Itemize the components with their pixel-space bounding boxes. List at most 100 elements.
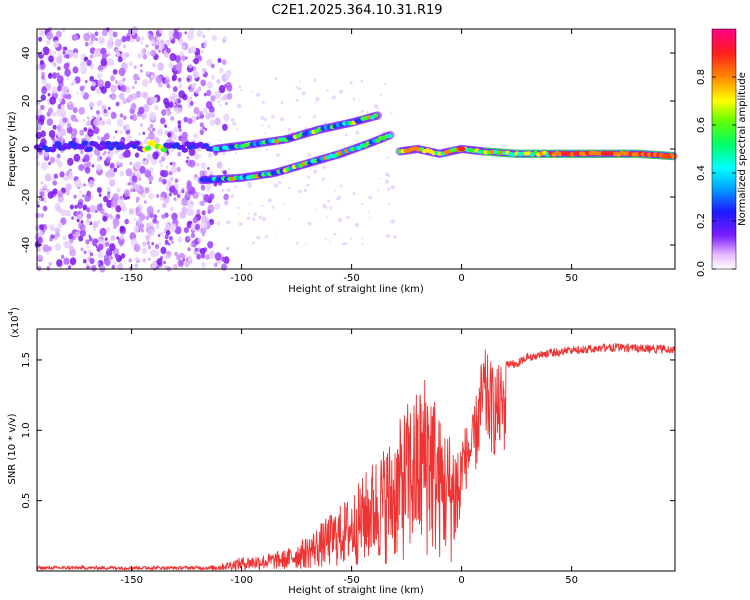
noise-speckle bbox=[67, 265, 72, 270]
noise-speckle bbox=[283, 203, 285, 206]
noise-speckle bbox=[124, 52, 130, 58]
noise-speckle bbox=[246, 181, 252, 186]
noise-speckle bbox=[170, 206, 175, 212]
noise-speckle bbox=[384, 179, 390, 184]
noise-speckle bbox=[51, 86, 58, 94]
noise-speckle bbox=[104, 150, 107, 154]
noise-speckle bbox=[187, 77, 190, 82]
noise-speckle bbox=[159, 152, 162, 156]
colorbar-tick-label: 0.6 bbox=[696, 117, 707, 133]
noise-speckle bbox=[164, 78, 170, 85]
carrier-peak bbox=[457, 146, 466, 152]
noise-speckle bbox=[120, 84, 127, 93]
noise-speckle bbox=[151, 38, 156, 45]
noise-speckle bbox=[226, 188, 231, 193]
noise-speckle bbox=[203, 92, 207, 97]
noise-speckle bbox=[139, 225, 143, 231]
noise-speckle bbox=[261, 204, 264, 207]
noise-speckle bbox=[360, 79, 364, 83]
noise-speckle bbox=[75, 119, 79, 123]
noise-speckle bbox=[127, 94, 134, 102]
colorbar-gradient bbox=[711, 28, 737, 270]
noise-speckle bbox=[187, 199, 194, 209]
noise-speckle bbox=[66, 126, 73, 134]
noise-speckle bbox=[56, 56, 63, 64]
noise-speckle bbox=[313, 78, 317, 82]
noise-speckle bbox=[168, 255, 171, 259]
noise-speckle bbox=[66, 76, 69, 80]
noise-speckle bbox=[201, 261, 206, 268]
snr-multiplier-base: (x10 bbox=[10, 315, 21, 338]
noise-speckle bbox=[196, 209, 201, 215]
noise-speckle bbox=[206, 89, 212, 97]
noise-speckle bbox=[199, 111, 203, 116]
noise-speckle bbox=[61, 27, 66, 33]
noise-speckle bbox=[87, 128, 94, 137]
noise-speckle bbox=[216, 161, 223, 169]
noise-speckle bbox=[141, 115, 146, 120]
noise-speckle bbox=[164, 194, 167, 199]
noise-speckle bbox=[119, 170, 125, 177]
noise-speckle bbox=[173, 126, 179, 133]
noise-speckle bbox=[93, 48, 101, 58]
noise-speckle bbox=[97, 248, 101, 252]
noise-speckle bbox=[110, 75, 115, 82]
noise-speckle bbox=[61, 126, 64, 130]
noise-speckle bbox=[178, 191, 182, 195]
noise-speckle bbox=[83, 127, 88, 132]
noise-speckle bbox=[52, 124, 57, 130]
noise-speckle bbox=[66, 101, 74, 111]
noise-speckle bbox=[91, 264, 97, 272]
noise-speckle bbox=[138, 132, 142, 136]
noise-speckle bbox=[116, 102, 119, 106]
noise-speckle bbox=[154, 35, 158, 39]
noise-speckle bbox=[83, 259, 87, 264]
noise-speckle bbox=[69, 257, 77, 266]
noise-speckle bbox=[145, 234, 150, 241]
noise-speckle bbox=[184, 31, 187, 35]
noise-speckle bbox=[79, 129, 85, 136]
noise-speckle bbox=[116, 187, 121, 193]
noise-speckle bbox=[107, 52, 111, 57]
noise-speckle bbox=[196, 29, 203, 38]
noise-speckle bbox=[214, 117, 221, 126]
x-tick-label: -150 bbox=[120, 273, 143, 284]
noise-speckle bbox=[80, 66, 87, 75]
noise-speckle bbox=[47, 73, 53, 79]
snr-frame bbox=[36, 328, 676, 572]
noise-speckle bbox=[164, 101, 170, 109]
noise-speckle bbox=[57, 190, 64, 198]
noise-speckle bbox=[46, 266, 50, 271]
noise-speckle bbox=[137, 52, 143, 59]
noise-speckle bbox=[109, 170, 116, 178]
noise-speckle bbox=[187, 118, 193, 125]
snr-y-label: SNR (10 * v/v) bbox=[7, 413, 18, 484]
noise-speckle bbox=[72, 79, 76, 85]
noise-speckle bbox=[34, 224, 41, 232]
noise-speckle bbox=[88, 179, 95, 188]
noise-speckle bbox=[97, 72, 103, 79]
noise-speckle bbox=[263, 132, 266, 135]
noise-speckle bbox=[214, 252, 222, 261]
noise-speckle bbox=[206, 188, 210, 192]
noise-speckle bbox=[63, 63, 70, 70]
noise-speckle bbox=[188, 159, 196, 168]
noise-speckle bbox=[49, 156, 56, 164]
noise-speckle bbox=[63, 54, 66, 58]
noise-speckle bbox=[146, 71, 150, 76]
noise-speckle bbox=[77, 210, 81, 214]
noise-speckle bbox=[156, 258, 163, 266]
noise-speckle bbox=[342, 242, 345, 246]
noise-speckle bbox=[85, 80, 88, 84]
colorbar: 0.0 0.2 0.4 0.6 0.8 Normalized spectral ampl… bbox=[696, 28, 748, 277]
noise-speckle bbox=[152, 63, 156, 68]
noise-speckle bbox=[139, 165, 146, 174]
noise-speckle bbox=[188, 191, 191, 195]
noise-speckle bbox=[71, 251, 76, 257]
noise-speckle bbox=[71, 114, 77, 122]
noise-speckle bbox=[178, 90, 186, 99]
noise-speckle bbox=[200, 221, 207, 229]
carrier-blob bbox=[97, 145, 104, 151]
noise-speckle bbox=[203, 194, 211, 203]
noise-speckle bbox=[63, 240, 69, 249]
